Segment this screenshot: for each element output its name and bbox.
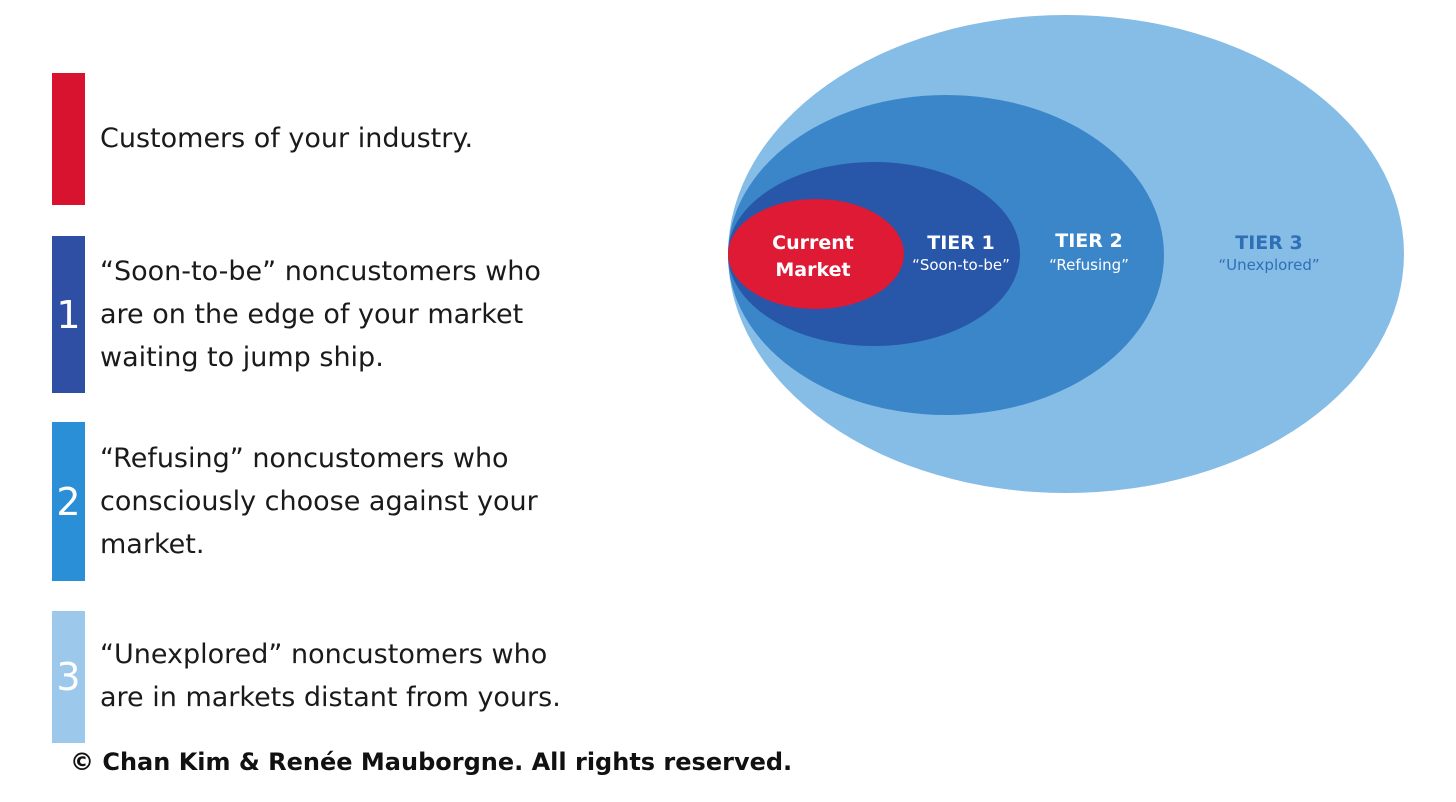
tier-2-subtitle: “Refusing” xyxy=(1049,256,1129,274)
legend-bar-tier-3: 3 xyxy=(52,611,85,743)
tier-1-subtitle: “Soon-to-be” xyxy=(912,256,1010,274)
copyright-notice: © Chan Kim & Renée Mauborgne. All rights… xyxy=(70,748,793,776)
legend-number: 3 xyxy=(56,655,81,699)
tier-1-title: TIER 1 xyxy=(927,232,994,254)
legend-bar-current-market xyxy=(52,73,85,205)
legend-number: 1 xyxy=(56,292,81,337)
tier-3-title: TIER 3 xyxy=(1235,232,1302,254)
current-market-label-line1: Current xyxy=(772,232,854,254)
legend-text-tier-1: “Soon-to-be” noncustomers who are on the… xyxy=(100,256,541,373)
legend-number: 2 xyxy=(56,479,81,524)
legend-bar-tier-2: 2 xyxy=(52,422,85,581)
legend-bar-tier-1: 1 xyxy=(52,236,85,393)
legend-text-current-market: Customers of your industry. xyxy=(100,123,474,154)
current-market-label-line2: Market xyxy=(775,259,850,281)
current-market-ellipse xyxy=(728,199,904,309)
legend-text-tier-2: “Refusing” noncustomers who consciously … xyxy=(100,443,538,560)
tier-2-title: TIER 2 xyxy=(1055,230,1122,252)
legend-text-tier-3: “Unexplored” noncustomers who are in mar… xyxy=(100,639,561,713)
tier-3-subtitle: “Unexplored” xyxy=(1218,256,1319,274)
